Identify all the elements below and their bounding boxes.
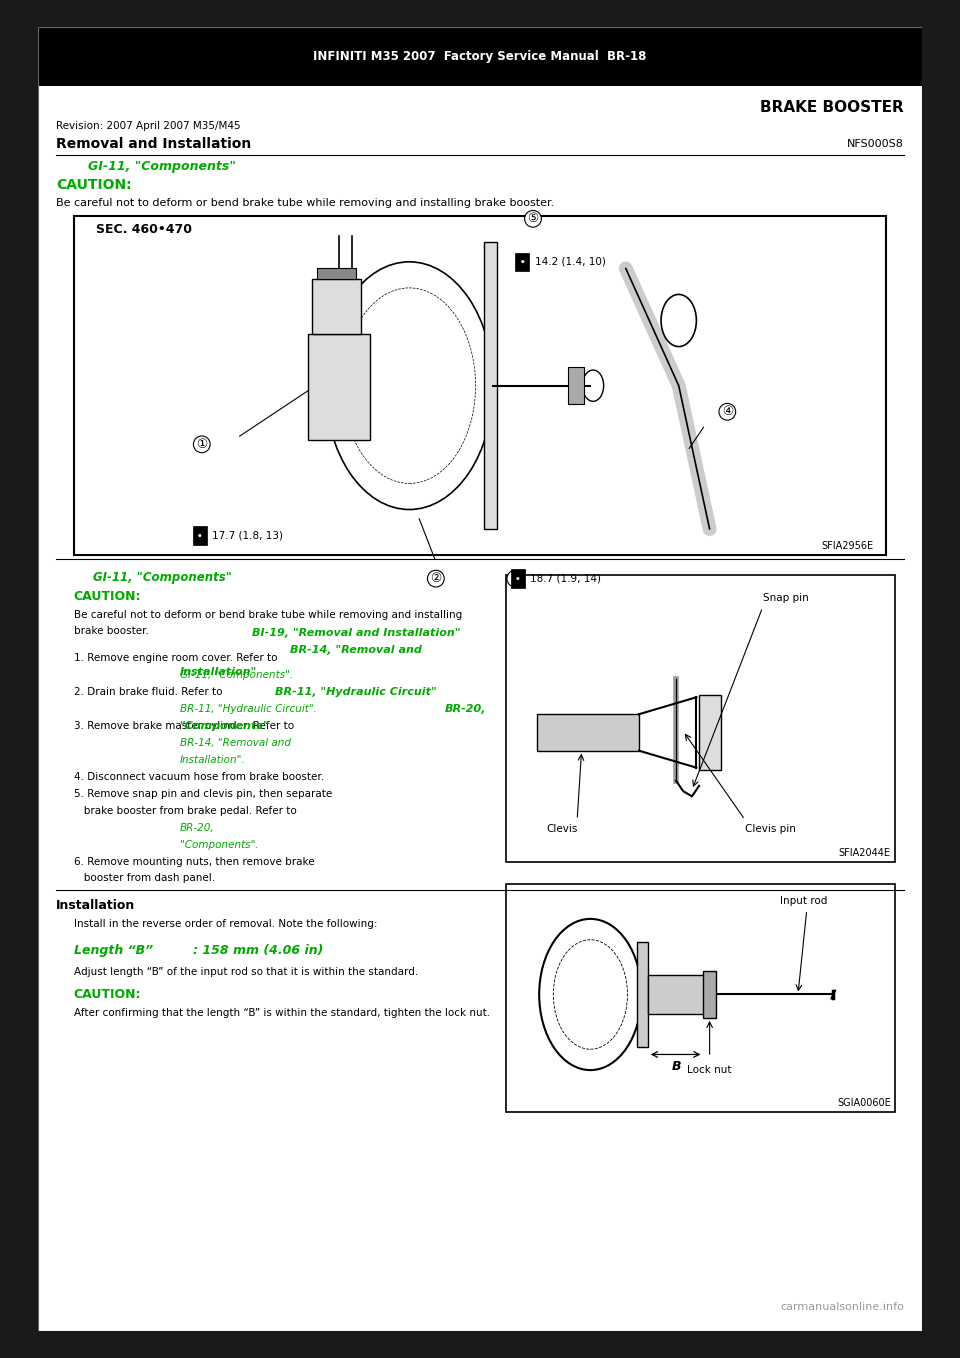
Text: CAUTION:: CAUTION: xyxy=(74,989,141,1001)
Text: Installation".: Installation". xyxy=(180,755,246,765)
Bar xyxy=(516,253,530,272)
FancyBboxPatch shape xyxy=(507,884,895,1112)
Text: SFIA2044E: SFIA2044E xyxy=(839,847,891,858)
Text: 6. Remove mounting nuts, then remove brake: 6. Remove mounting nuts, then remove bra… xyxy=(74,857,314,866)
Text: NFS000S8: NFS000S8 xyxy=(847,140,904,149)
Text: Installation": Installation" xyxy=(180,668,257,678)
Text: Input rod: Input rod xyxy=(780,896,828,906)
Bar xyxy=(704,971,716,1018)
Text: brake booster from brake pedal. Refer to: brake booster from brake pedal. Refer to xyxy=(74,805,297,816)
Text: BI-19, "Removal and Installation": BI-19, "Removal and Installation" xyxy=(252,629,461,638)
Text: carmanualsonline.info: carmanualsonline.info xyxy=(780,1302,904,1312)
Bar xyxy=(193,527,207,545)
Text: GI-11, "Components": GI-11, "Components" xyxy=(92,570,231,584)
Text: : 158 mm (4.06 in): : 158 mm (4.06 in) xyxy=(193,944,324,956)
Text: Adjust length “B” of the input rod so that it is within the standard.: Adjust length “B” of the input rod so th… xyxy=(74,967,418,978)
Text: Install in the reverse order of removal. Note the following:: Install in the reverse order of removal.… xyxy=(74,919,377,929)
Text: BR-11, "Hydraulic Circuit": BR-11, "Hydraulic Circuit" xyxy=(276,687,437,697)
Text: Clevis pin: Clevis pin xyxy=(745,824,796,834)
Text: ⑤: ⑤ xyxy=(527,212,539,225)
Text: BRAKE BOOSTER: BRAKE BOOSTER xyxy=(760,100,904,115)
Text: ●: ● xyxy=(520,259,524,263)
Bar xyxy=(317,269,356,278)
Text: CAUTION:: CAUTION: xyxy=(74,591,141,603)
Text: BR-14, "Removal and: BR-14, "Removal and xyxy=(180,737,291,748)
Text: Removal and Installation: Removal and Installation xyxy=(56,137,252,152)
Bar xyxy=(485,242,496,530)
Text: brake booster.: brake booster. xyxy=(74,626,149,636)
Text: 4. Disconnect vacuum hose from brake booster.: 4. Disconnect vacuum hose from brake boo… xyxy=(74,771,324,782)
Text: ●: ● xyxy=(516,577,519,581)
Text: 17.7 (1.8, 13): 17.7 (1.8, 13) xyxy=(212,531,283,540)
Text: ②: ② xyxy=(430,572,442,585)
Text: Clevis: Clevis xyxy=(546,824,578,834)
Text: INFINITI M35 2007  Factory Service Manual  BR-18: INFINITI M35 2007 Factory Service Manual… xyxy=(313,50,647,62)
Bar xyxy=(312,278,361,334)
Text: 5. Remove snap pin and clevis pin, then separate: 5. Remove snap pin and clevis pin, then … xyxy=(74,789,332,799)
Bar xyxy=(568,368,585,403)
Text: ④: ④ xyxy=(722,405,732,418)
FancyBboxPatch shape xyxy=(74,216,886,555)
Text: 14.2 (1.4, 10): 14.2 (1.4, 10) xyxy=(535,257,606,266)
Text: GI-11, "Components".: GI-11, "Components". xyxy=(180,669,293,680)
Text: GI-11, "Components": GI-11, "Components" xyxy=(88,160,236,174)
Text: Be careful not to deform or bend brake tube while removing and installing: Be careful not to deform or bend brake t… xyxy=(74,610,462,621)
Text: Lock nut: Lock nut xyxy=(687,1065,732,1076)
Text: SFIA2956E: SFIA2956E xyxy=(821,542,873,551)
Text: Revision: 2007 April 2007 M35/M45: Revision: 2007 April 2007 M35/M45 xyxy=(56,121,241,132)
Text: ③: ③ xyxy=(510,572,521,585)
FancyBboxPatch shape xyxy=(38,27,922,86)
Bar xyxy=(538,714,639,751)
Text: After confirming that the length “B” is within the standard, tighten the lock nu: After confirming that the length “B” is … xyxy=(74,1008,490,1017)
Text: ①: ① xyxy=(196,437,207,451)
Text: 18.7 (1.9, 14): 18.7 (1.9, 14) xyxy=(530,573,601,584)
Bar xyxy=(637,942,648,1047)
Text: CAUTION:: CAUTION: xyxy=(56,178,132,191)
Text: Be careful not to deform or bend brake tube while removing and installing brake : Be careful not to deform or bend brake t… xyxy=(56,198,554,208)
Text: BR-14, "Removal and: BR-14, "Removal and xyxy=(291,645,422,656)
Text: SEC. 460•470: SEC. 460•470 xyxy=(96,223,192,236)
Bar xyxy=(511,569,525,588)
Bar xyxy=(308,334,370,440)
Text: BR-11, "Hydraulic Circuit".: BR-11, "Hydraulic Circuit". xyxy=(180,703,317,714)
Bar xyxy=(648,975,706,1014)
FancyBboxPatch shape xyxy=(38,27,922,1331)
Text: Snap pin: Snap pin xyxy=(762,593,808,603)
Text: B: B xyxy=(671,1059,681,1073)
Text: ●: ● xyxy=(198,534,202,538)
Text: 1. Remove engine room cover. Refer to: 1. Remove engine room cover. Refer to xyxy=(74,653,277,663)
Text: 3. Remove brake master cylinder. Refer to: 3. Remove brake master cylinder. Refer t… xyxy=(74,721,294,731)
Text: "Components".: "Components". xyxy=(180,839,258,850)
Text: BR-20,: BR-20, xyxy=(180,823,214,832)
Text: BR-20,: BR-20, xyxy=(444,703,486,714)
Text: Length “B”: Length “B” xyxy=(74,944,153,956)
Text: booster from dash panel.: booster from dash panel. xyxy=(74,873,215,884)
Text: "Components": "Components" xyxy=(180,721,270,731)
FancyBboxPatch shape xyxy=(507,574,895,861)
Text: SGIA0060E: SGIA0060E xyxy=(837,1097,891,1108)
Text: Installation: Installation xyxy=(56,899,135,913)
Bar xyxy=(699,695,721,770)
Text: 2. Drain brake fluid. Refer to: 2. Drain brake fluid. Refer to xyxy=(74,687,222,697)
